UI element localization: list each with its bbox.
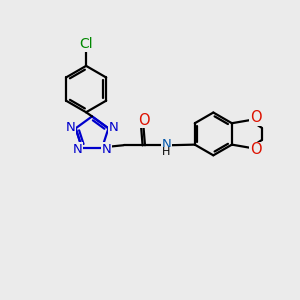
Text: O: O bbox=[250, 142, 262, 158]
Text: O: O bbox=[250, 110, 262, 125]
Text: N: N bbox=[161, 137, 171, 151]
Text: O: O bbox=[138, 113, 149, 128]
Text: H: H bbox=[162, 147, 171, 158]
Text: N: N bbox=[65, 121, 75, 134]
Text: N: N bbox=[102, 142, 112, 156]
Text: Cl: Cl bbox=[79, 37, 93, 51]
Text: N: N bbox=[72, 142, 82, 156]
Text: N: N bbox=[108, 121, 118, 134]
